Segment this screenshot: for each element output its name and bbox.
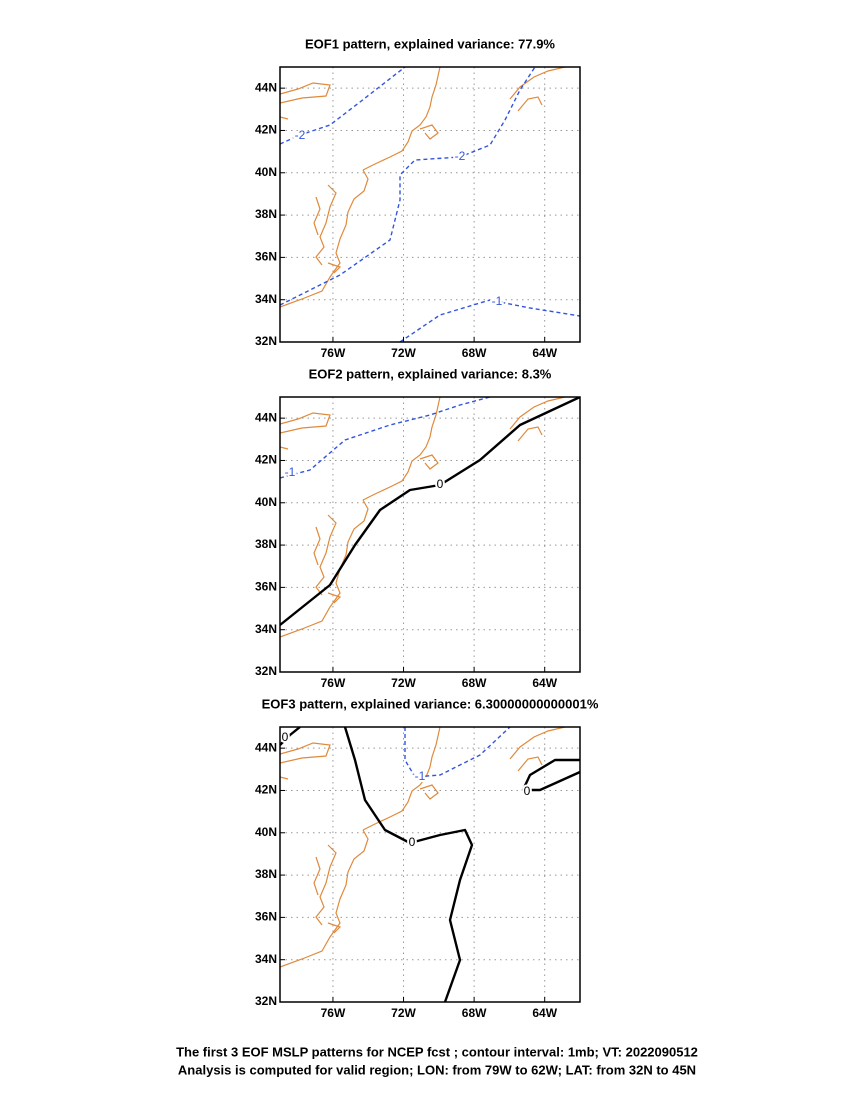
coastline: [280, 446, 289, 450]
y-tick-label: 44N: [255, 410, 277, 424]
x-tick-label: 68W: [462, 676, 487, 690]
y-tick-label: 44N: [255, 80, 277, 94]
y-tick-label: 36N: [255, 250, 277, 264]
coastline: [280, 82, 331, 104]
coastline: [313, 196, 321, 236]
coastline: [280, 499, 369, 638]
panel-title: EOF1 pattern, explained variance: 77.9%: [305, 36, 555, 51]
panel-title: EOF2 pattern, explained variance: 8.3%: [309, 366, 552, 381]
y-tick-label: 40N: [255, 495, 277, 509]
contour-line: [280, 397, 491, 479]
coastline: [509, 67, 566, 100]
coastline: [280, 829, 369, 968]
contour-line: [521, 758, 580, 792]
map-area: 0 0 0 -1: [280, 727, 580, 1002]
map-frame: [279, 66, 581, 343]
coastline: [517, 426, 543, 442]
y-tick-label: 40N: [255, 165, 277, 179]
map-area: -2 -2 -1: [280, 67, 580, 342]
y-tick-label: 32N: [255, 334, 277, 348]
x-tick-label: 68W: [462, 346, 487, 360]
contour-label: 0: [282, 730, 289, 744]
x-tick-label: 76W: [321, 676, 346, 690]
caption: The first 3 EOF MSLP patterns for NCEP f…: [176, 1044, 698, 1059]
map-panel: EOF3 pattern, explained variance: 6.3000…: [255, 696, 599, 1020]
coastline: [315, 844, 337, 926]
x-tick-label: 64W: [532, 676, 557, 690]
y-tick-label: 36N: [255, 580, 277, 594]
caption: Analysis is computed for valid region; L…: [178, 1062, 696, 1077]
coastline: [313, 856, 321, 896]
map-panel: EOF1 pattern, explained variance: 77.9% -…: [255, 36, 581, 360]
x-tick-label: 72W: [391, 346, 416, 360]
contour-line: [280, 727, 301, 746]
contour-label: 0: [409, 835, 416, 849]
x-tick-label: 64W: [532, 346, 557, 360]
x-tick-label: 64W: [532, 1006, 557, 1020]
coastline: [327, 262, 342, 274]
y-tick-label: 32N: [255, 664, 277, 678]
coastline: [362, 727, 441, 831]
contour-label: 0: [524, 784, 531, 798]
coastline: [313, 526, 321, 566]
y-tick-label: 42N: [255, 783, 277, 797]
coastline: [280, 742, 331, 764]
map-panel: EOF2 pattern, explained variance: 8.3% -1…: [255, 366, 581, 690]
coastline: [362, 397, 441, 501]
contour-line: [343, 727, 474, 1002]
contour-line: [280, 397, 580, 626]
map-area: -1 0: [280, 397, 580, 672]
y-tick-label: 38N: [255, 867, 277, 881]
coastline: [517, 756, 543, 772]
contour-label: -2: [295, 128, 306, 142]
y-tick-label: 34N: [255, 292, 277, 306]
contour-label: -1: [415, 769, 426, 783]
coastline: [327, 922, 342, 934]
contour-label: -1: [492, 294, 503, 308]
coastline: [419, 784, 439, 800]
y-tick-label: 40N: [255, 825, 277, 839]
y-tick-label: 42N: [255, 453, 277, 467]
coastline: [419, 454, 439, 470]
contour-line: [399, 299, 580, 342]
contour-line: [404, 727, 511, 778]
x-tick-label: 68W: [462, 1006, 487, 1020]
coastline: [280, 412, 331, 434]
x-tick-label: 72W: [391, 676, 416, 690]
coastline: [419, 124, 439, 140]
y-tick-label: 34N: [255, 952, 277, 966]
contour-line: [280, 67, 536, 306]
coastline: [315, 184, 337, 266]
contour-label: -1: [285, 465, 296, 479]
y-tick-label: 38N: [255, 207, 277, 221]
contour-line: [280, 67, 406, 145]
map-frame: [279, 396, 581, 673]
coastline: [315, 514, 337, 596]
coastline: [280, 169, 369, 308]
coastline: [327, 592, 342, 604]
coastline: [280, 116, 289, 120]
x-tick-label: 72W: [391, 1006, 416, 1020]
x-tick-label: 76W: [321, 346, 346, 360]
contour-label: -2: [455, 149, 466, 163]
coastline: [509, 727, 566, 760]
contour-label: 0: [437, 477, 444, 491]
coastline: [517, 96, 543, 112]
panel-title: EOF3 pattern, explained variance: 6.3000…: [262, 696, 599, 711]
y-tick-label: 42N: [255, 123, 277, 137]
coastline: [509, 397, 566, 430]
y-tick-label: 44N: [255, 740, 277, 754]
y-tick-label: 34N: [255, 622, 277, 636]
coastline: [362, 67, 441, 171]
y-tick-label: 32N: [255, 994, 277, 1008]
y-tick-label: 36N: [255, 910, 277, 924]
y-tick-label: 38N: [255, 537, 277, 551]
x-tick-label: 76W: [321, 1006, 346, 1020]
coastline: [280, 776, 289, 780]
map-frame: [279, 726, 581, 1003]
